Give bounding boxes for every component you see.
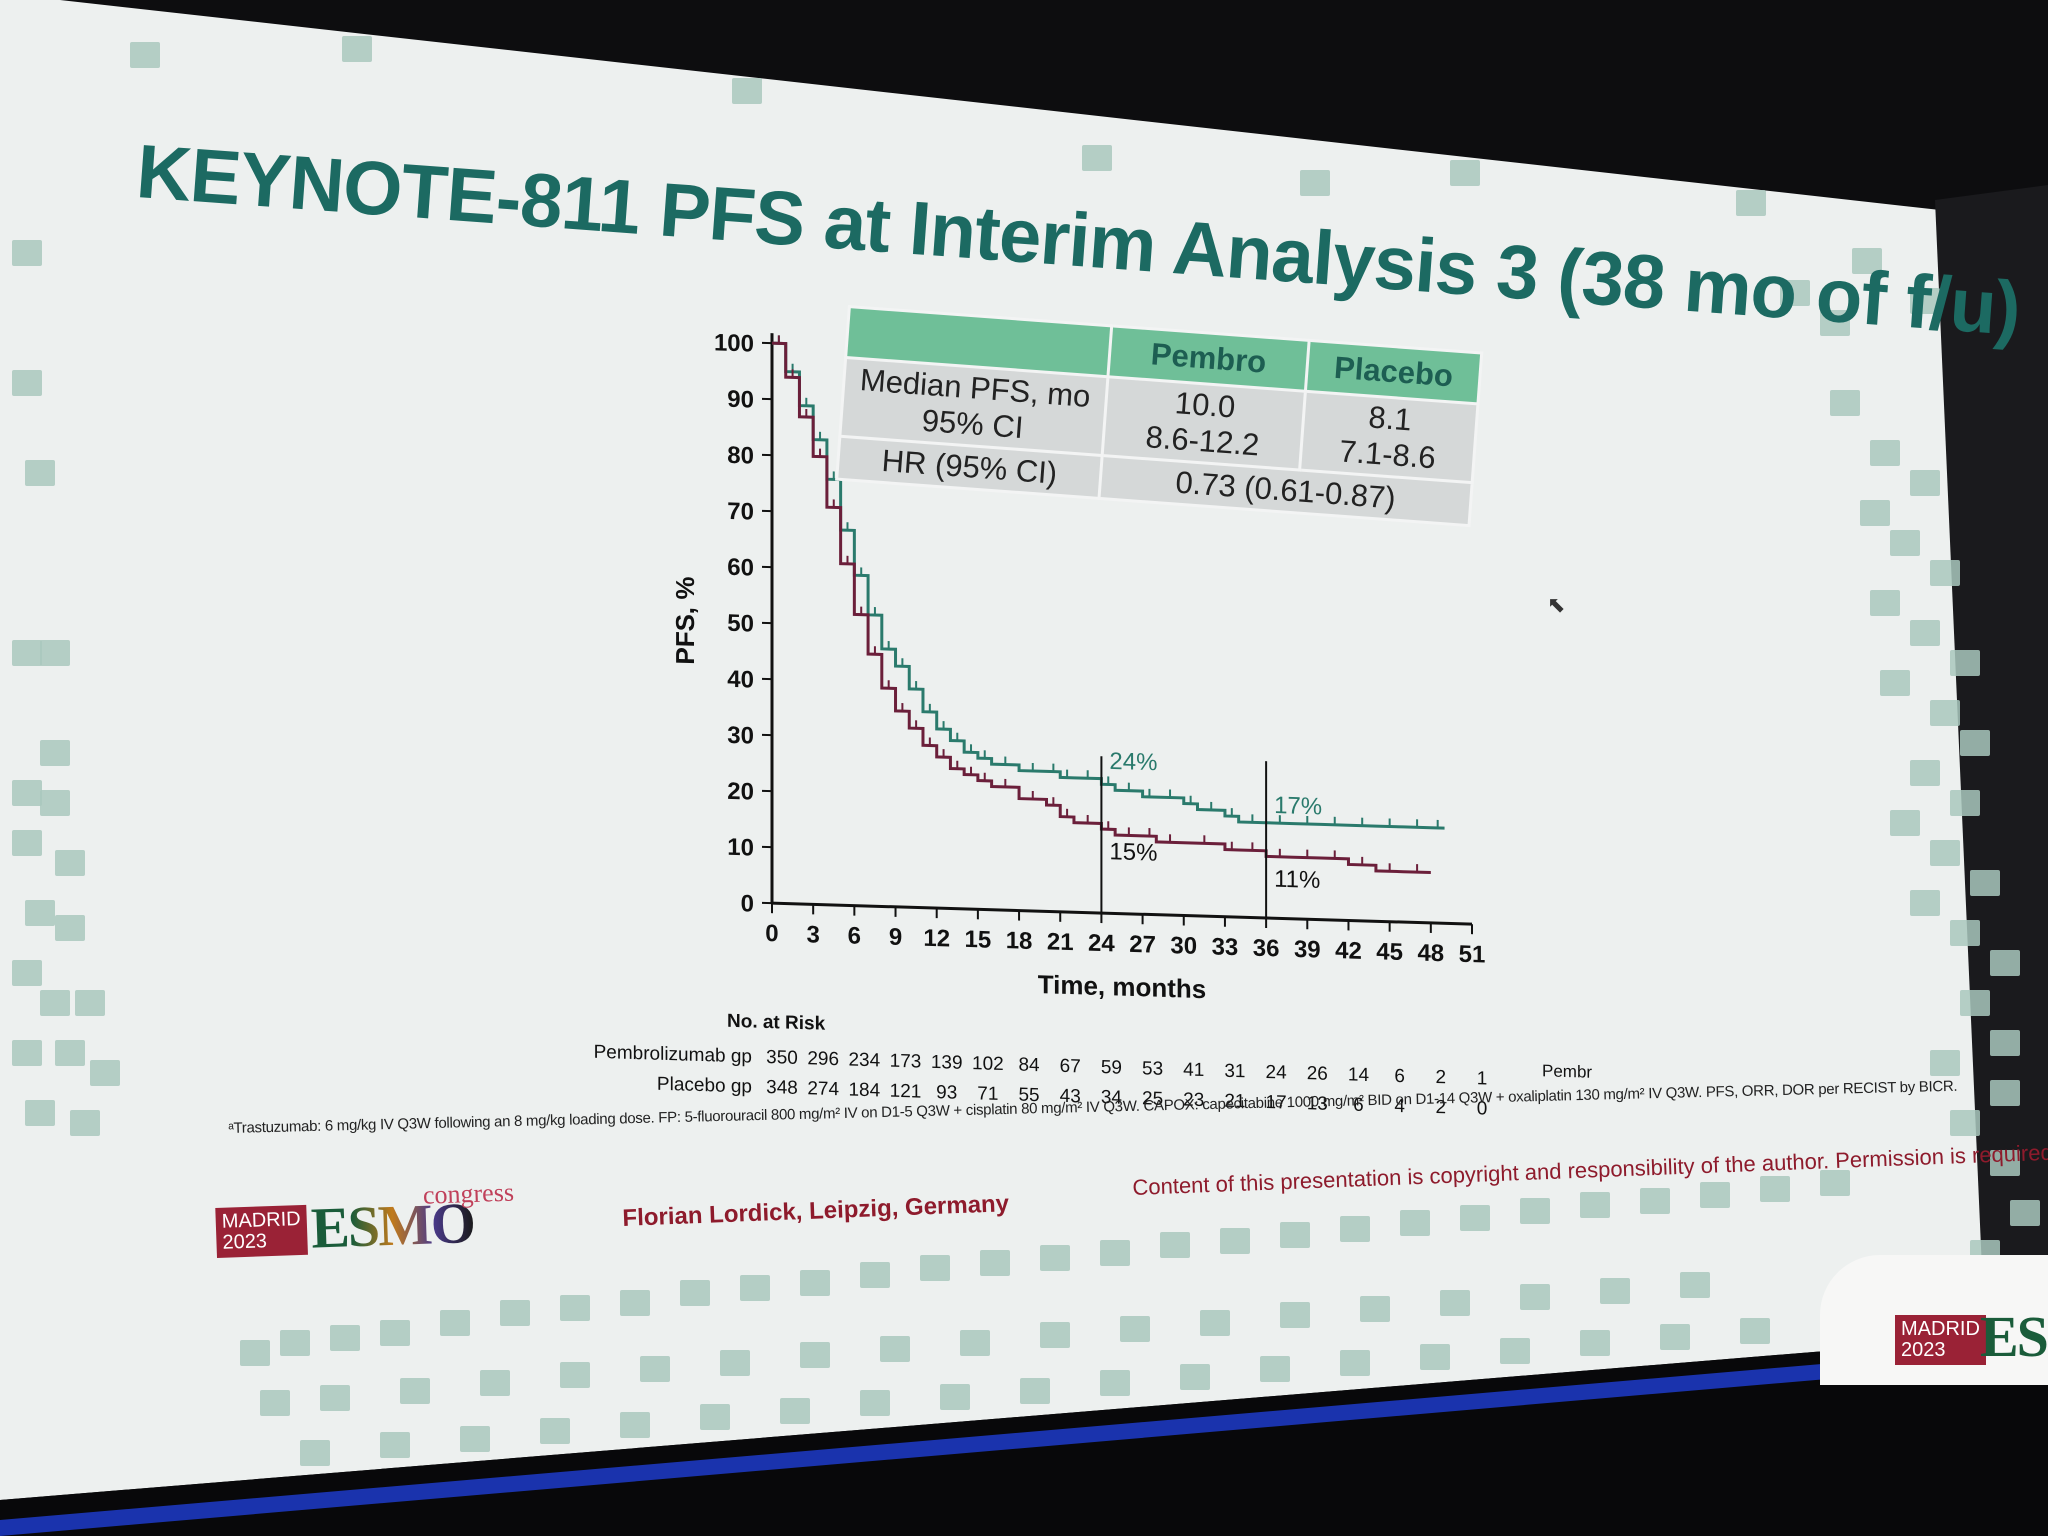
x-tick-label: 36 (1253, 935, 1280, 963)
risk-count: 121 (890, 1081, 922, 1103)
y-tick-label: 10 (727, 834, 754, 862)
x-tick-label: 18 (1006, 927, 1033, 955)
risk-count: 348 (766, 1077, 798, 1099)
risk-count: 184 (849, 1079, 881, 1101)
risk-count: 1 (1477, 1068, 1488, 1089)
risk-count: 34 (1101, 1087, 1123, 1109)
risk-count: 23 (1183, 1089, 1204, 1111)
x-tick-label: 9 (889, 924, 902, 951)
landmark-annotation: 24% (1109, 748, 1157, 776)
risk-count: 350 (766, 1047, 798, 1069)
x-tick-label: 39 (1294, 936, 1321, 964)
table-cell-pembro-median: 10.0 8.6-12.2 (1102, 376, 1306, 471)
risk-count: 53 (1142, 1058, 1163, 1080)
logo-year: 2023 (222, 1230, 268, 1254)
risk-count: 2 (1436, 1097, 1447, 1118)
pointer-cursor-icon: ⬉ (1547, 592, 1566, 617)
table-cell-placebo-median: 8.1 7.1-8.6 (1299, 391, 1478, 483)
risk-count: 102 (972, 1053, 1004, 1075)
y-tick-label: 20 (727, 778, 754, 806)
risk-count: 0 (1477, 1098, 1488, 1119)
risk-count: 6 (1394, 1066, 1405, 1087)
risk-count: 13 (1307, 1093, 1328, 1115)
risk-count: 43 (1060, 1086, 1081, 1108)
risk-count: 274 (807, 1078, 839, 1100)
risk-count: 55 (1018, 1085, 1039, 1107)
risk-count: 84 (1018, 1055, 1040, 1077)
logo-city-badge: MADRID 2023 (215, 1204, 308, 1258)
x-tick-label: 42 (1335, 937, 1362, 965)
risk-overflow-label: Pembr (1542, 1061, 1592, 1082)
landmark-annotation: 15% (1109, 838, 1157, 866)
risk-count: 31 (1224, 1061, 1245, 1083)
y-tick-label: 50 (727, 610, 754, 638)
y-tick-label: 70 (727, 498, 754, 526)
y-tick-label: 90 (727, 386, 754, 414)
y-tick-label: 30 (727, 722, 754, 750)
risk-count: 2 (1436, 1067, 1447, 1088)
risk-count: 296 (807, 1048, 839, 1070)
logo-congress: congress (422, 1177, 515, 1210)
landmark-annotation: 17% (1274, 792, 1322, 820)
x-tick-label: 15 (965, 926, 992, 954)
risk-table-title: No. at Risk (727, 1011, 826, 1035)
y-tick-label: 60 (727, 554, 754, 582)
logo2-city: MADRID (1901, 1318, 1980, 1340)
x-tick-label: 45 (1376, 938, 1403, 966)
risk-count: 14 (1348, 1064, 1370, 1086)
y-tick-label: 80 (727, 442, 754, 470)
x-tick-label: 24 (1088, 930, 1115, 958)
x-tick-label: 12 (923, 925, 950, 953)
risk-row-label: Placebo gp (657, 1074, 752, 1098)
x-tick-label: 21 (1047, 928, 1074, 956)
logo2-city-badge: MADRID 2023 (1895, 1315, 1986, 1365)
logo-city: MADRID (221, 1208, 301, 1233)
risk-count: 59 (1101, 1057, 1122, 1079)
y-tick-label: 0 (741, 890, 754, 917)
landmark-annotation: 11% (1274, 866, 1320, 894)
risk-count: 173 (890, 1051, 922, 1073)
risk-count: 6 (1353, 1095, 1364, 1116)
x-tick-label: 27 (1129, 931, 1156, 959)
x-axis (772, 901, 1472, 926)
x-tick-label: 3 (806, 921, 819, 948)
risk-count: 41 (1183, 1059, 1204, 1081)
esmo-logo: MADRID 2023 ESMO congress (215, 1178, 548, 1279)
logo2-year: 2023 (1901, 1339, 1946, 1361)
decorative-square-pattern (12, 36, 2040, 1466)
x-tick-label: 51 (1459, 941, 1486, 969)
risk-count: 93 (936, 1082, 957, 1104)
risk-count: 71 (977, 1083, 998, 1105)
risk-row-label: Pembrolizumab gp (594, 1042, 752, 1068)
x-tick-label: 48 (1417, 940, 1444, 968)
logo2-esmo-word: ESM (1980, 1304, 2048, 1369)
risk-count: 24 (1266, 1062, 1288, 1084)
x-tick-label: 30 (1170, 932, 1197, 960)
risk-count: 26 (1307, 1063, 1328, 1085)
risk-count: 67 (1060, 1056, 1081, 1078)
risk-count: 21 (1224, 1091, 1245, 1113)
x-tick-label: 0 (765, 920, 778, 947)
risk-count: 4 (1394, 1096, 1405, 1117)
y-tick-label: 100 (714, 329, 754, 357)
risk-count: 139 (931, 1052, 963, 1074)
risk-count: 25 (1142, 1088, 1163, 1110)
x-tick-label: 33 (1212, 933, 1239, 961)
x-tick-label: 6 (848, 922, 861, 949)
y-axis-label: PFS, % (670, 576, 700, 665)
y-tick-label: 40 (727, 666, 754, 694)
risk-count: 234 (849, 1049, 881, 1071)
x-axis-label: Time, months (1038, 969, 1207, 1004)
risk-count: 17 (1266, 1092, 1287, 1114)
